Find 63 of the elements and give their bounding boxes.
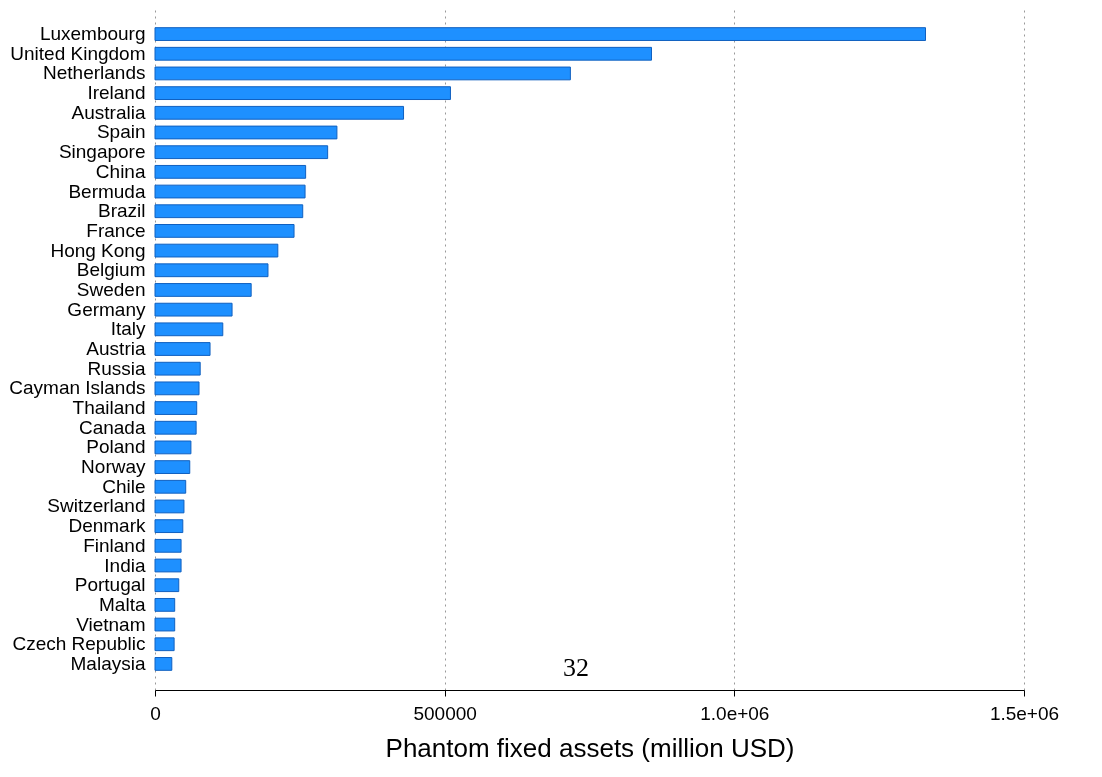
bar — [154, 224, 295, 238]
bar — [154, 204, 304, 219]
bar — [154, 440, 192, 455]
y-tick-label: Australia — [71, 101, 146, 123]
bar — [154, 46, 652, 61]
bar — [154, 302, 233, 317]
bar — [154, 243, 279, 258]
y-tick-label: Cayman Islands — [9, 377, 146, 399]
y-tick-label: Germany — [67, 298, 146, 320]
x-axis-title: Phantom fixed assets (million USD) — [385, 732, 795, 763]
y-tick-label: Brazil — [97, 200, 146, 222]
bar — [154, 519, 184, 534]
y-tick-label: Canada — [78, 416, 146, 438]
bar — [154, 184, 306, 199]
x-tick-label: 1.0e+06 — [700, 702, 770, 724]
bar — [154, 342, 211, 356]
bar — [154, 27, 927, 41]
y-tick-label: Vietnam — [76, 613, 146, 635]
y-tick-label: Denmark — [68, 515, 146, 537]
bar — [154, 125, 338, 140]
bar — [154, 401, 198, 415]
bar — [154, 460, 191, 474]
y-tick-label: Czech Republic — [12, 633, 146, 655]
bar — [154, 145, 329, 160]
bar — [154, 617, 176, 632]
bar — [154, 538, 182, 553]
y-tick-label: Singapore — [58, 141, 146, 163]
bar — [154, 558, 182, 573]
y-tick-label: Bermuda — [68, 180, 146, 202]
bar — [154, 479, 187, 494]
y-tick-label: Spain — [96, 121, 146, 143]
annotation: 32 — [563, 653, 589, 682]
x-tick-label: 1.5e+06 — [989, 702, 1060, 724]
bar — [154, 499, 185, 514]
bar — [154, 361, 201, 376]
y-tick-label: Ireland — [87, 82, 146, 104]
y-tick-label: Russia — [87, 357, 146, 379]
bar — [154, 381, 200, 396]
y-tick-label: Thailand — [72, 397, 146, 419]
bar — [154, 597, 176, 612]
bar — [154, 578, 180, 593]
bar — [154, 105, 405, 120]
x-tick-label: 0 — [150, 702, 161, 724]
bar — [154, 420, 197, 435]
y-tick-label: Austria — [86, 338, 146, 359]
y-tick-label: Poland — [86, 436, 146, 458]
bar — [154, 263, 269, 278]
y-tick-label: Norway — [81, 456, 146, 478]
y-tick-label: France — [86, 219, 146, 241]
bar — [154, 657, 173, 671]
y-tick-label: Portugal — [74, 574, 146, 596]
x-tick-label: 500000 — [413, 702, 477, 724]
y-tick-label: Finland — [83, 534, 146, 556]
bar — [154, 164, 307, 179]
y-tick-label: Luxembourg — [39, 23, 146, 45]
y-tick-label: Switzerland — [47, 495, 146, 517]
y-tick-label: Hong Kong — [50, 239, 146, 261]
bar — [154, 322, 224, 337]
bar — [154, 283, 252, 297]
y-tick-label: India — [104, 554, 146, 576]
bar — [154, 637, 175, 652]
bar — [154, 66, 571, 81]
bar — [154, 86, 451, 101]
